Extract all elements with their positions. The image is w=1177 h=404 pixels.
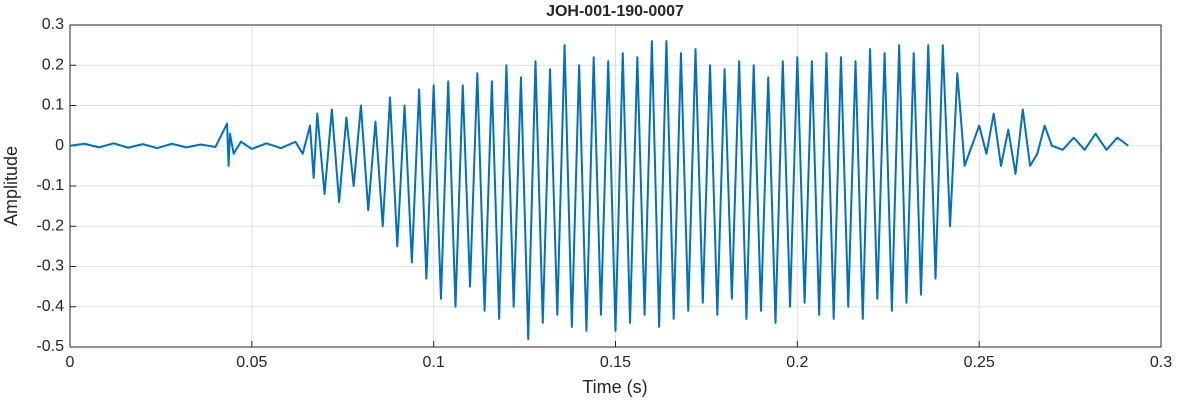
y-tick-label: -0.5 bbox=[36, 338, 64, 355]
plot-frame bbox=[69, 24, 1162, 348]
x-tick-label: 0.25 bbox=[964, 354, 995, 371]
y-tick-label: 0.3 bbox=[42, 16, 64, 33]
chart-title: JOH-001-190-0007 bbox=[546, 3, 684, 20]
y-tick-label: 0 bbox=[55, 137, 64, 154]
y-axis-label: Amplitude bbox=[1, 146, 21, 226]
y-tick-label: -0.1 bbox=[36, 177, 64, 194]
x-axis-label: Time (s) bbox=[582, 377, 647, 397]
waveform-line bbox=[69, 40, 1129, 340]
y-tick-label: -0.3 bbox=[36, 258, 64, 275]
y-tick-label: 0.2 bbox=[42, 56, 64, 73]
x-tick-label: 0.15 bbox=[600, 354, 631, 371]
x-tick-label: 0.05 bbox=[236, 354, 267, 371]
x-tick-label: 0.1 bbox=[423, 354, 445, 371]
y-tick-label: -0.4 bbox=[36, 298, 64, 315]
x-tick-label: 0.2 bbox=[786, 354, 808, 371]
x-tick-label: 0 bbox=[66, 354, 75, 371]
x-tick-label: 0.3 bbox=[1150, 354, 1172, 371]
y-tick-label: 0.1 bbox=[42, 97, 64, 114]
y-tick-label: -0.2 bbox=[36, 217, 64, 234]
